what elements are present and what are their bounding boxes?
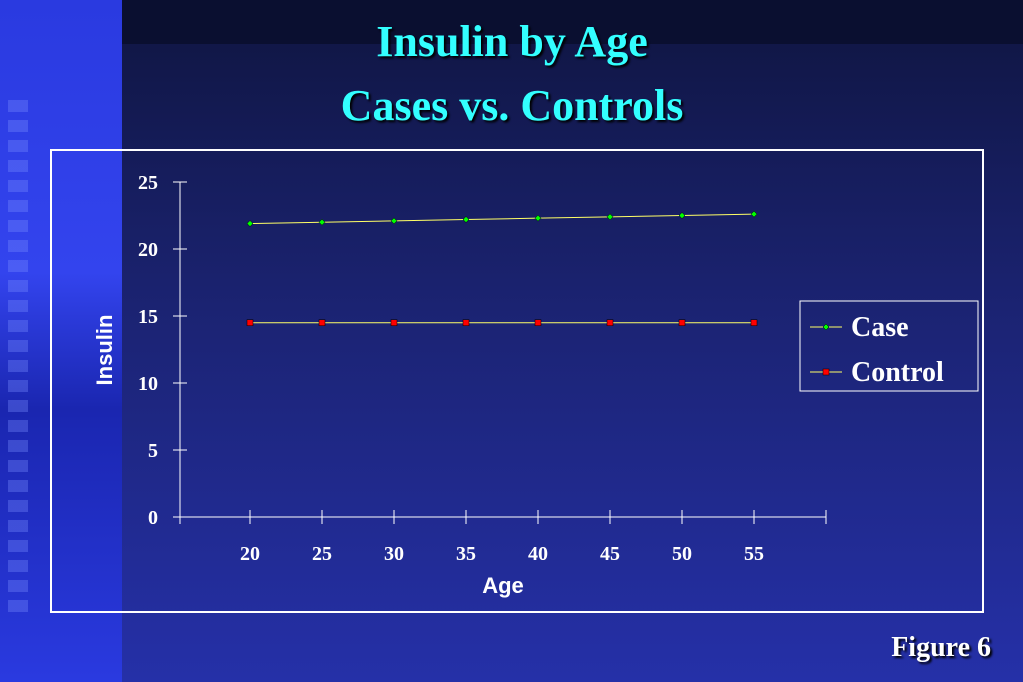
chart-frame xyxy=(50,149,984,613)
legend-label-case: Case xyxy=(851,312,909,343)
data-point-case xyxy=(246,220,254,227)
slide-title-line1: Insulin by Age xyxy=(376,17,648,66)
data-point-case xyxy=(390,217,398,225)
chart-axes xyxy=(173,181,827,524)
legend-box xyxy=(799,300,979,392)
x-tick-label: 50 xyxy=(672,543,692,565)
x-axis-title: Age xyxy=(482,573,524,598)
x-tick-label: 30 xyxy=(384,543,404,565)
series-layer xyxy=(246,210,758,326)
data-point-case xyxy=(678,212,686,219)
legend-label-control: Control xyxy=(851,357,944,388)
data-point-control xyxy=(606,319,614,326)
data-point-control xyxy=(534,319,542,326)
data-point-control xyxy=(462,319,470,326)
data-point-case xyxy=(750,210,758,218)
legend-marker-case xyxy=(822,323,830,331)
side-decoration-squares xyxy=(8,100,28,620)
y-tick-label: 0 xyxy=(148,507,158,529)
x-tick-label: 45 xyxy=(600,543,620,565)
y-tick-label: 20 xyxy=(138,239,158,261)
data-point-case xyxy=(534,214,542,222)
series-line-case xyxy=(249,213,755,225)
legend-marker-control xyxy=(822,368,830,376)
data-point-case xyxy=(462,216,470,223)
legend: Case Control xyxy=(799,300,979,392)
slide-title-line2: Cases vs. Controls xyxy=(340,81,684,130)
tick-labels: 0 5 10 15 20 25 20 25 30 35 40 45 50 55 xyxy=(138,172,764,565)
y-tick-label: 5 xyxy=(148,440,158,462)
data-point-case xyxy=(318,218,326,226)
x-tick-label: 55 xyxy=(744,543,764,565)
top-decoration-band xyxy=(122,0,1023,44)
y-axis-title: Insulin xyxy=(92,315,117,386)
x-tick-label: 25 xyxy=(312,543,332,565)
data-point-case xyxy=(606,213,614,221)
data-point-control xyxy=(750,319,758,326)
y-tick-label: 25 xyxy=(138,172,158,194)
y-tick-label: 10 xyxy=(138,373,158,395)
y-tick-label: 15 xyxy=(138,306,158,328)
figure-label: Figure 6 xyxy=(891,632,991,663)
data-point-control xyxy=(390,319,398,326)
data-point-control xyxy=(246,319,254,326)
x-tick-label: 40 xyxy=(528,543,548,565)
data-point-control xyxy=(678,319,686,326)
side-decoration-band xyxy=(0,0,122,682)
x-tick-label: 20 xyxy=(240,543,260,565)
data-point-control xyxy=(318,319,326,326)
x-tick-label: 35 xyxy=(456,543,476,565)
